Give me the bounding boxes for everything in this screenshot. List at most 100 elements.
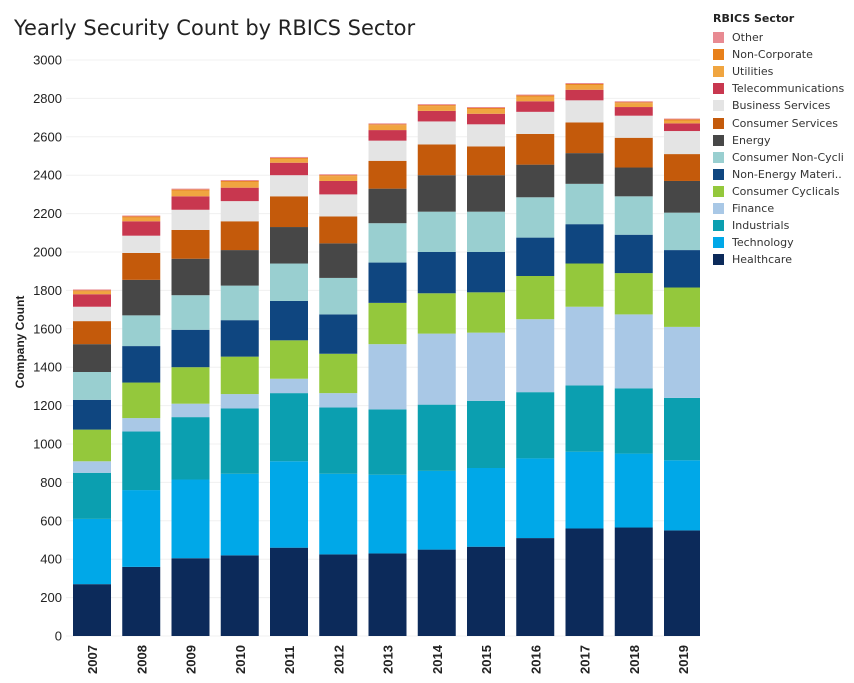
bar-stack-2011[interactable] — [270, 156, 308, 636]
bar-segment-technology-2009[interactable] — [171, 479, 210, 559]
bar-segment-consumer-services-2011[interactable] — [270, 196, 308, 228]
bar-segment-non-corporate-2017[interactable] — [565, 84, 604, 85]
bar-segment-telecommunications-2018[interactable] — [614, 107, 653, 116]
bar-segment-utilities-2008[interactable] — [122, 217, 161, 222]
bar-segment-technology-2011[interactable] — [270, 461, 308, 548]
legend-item-business-services[interactable]: Business Services — [713, 97, 851, 114]
bar-segment-non-corporate-2010[interactable] — [220, 180, 259, 182]
bar-segment-other-2012[interactable] — [319, 174, 358, 176]
bar-segment-consumer-cyclicals-2009[interactable] — [171, 367, 210, 404]
bar-segment-consumer-cyclicals-2007[interactable] — [73, 429, 111, 462]
bar-segment-consumer-non-cycli-2018[interactable] — [614, 196, 653, 235]
bar-segment-consumer-non-cycli-2008[interactable] — [122, 315, 161, 347]
bar-segment-technology-2013[interactable] — [368, 474, 407, 554]
bar-segment-business-services-2015[interactable] — [467, 124, 505, 147]
bar-segment-business-services-2014[interactable] — [417, 121, 456, 145]
bar-segment-telecommunications-2008[interactable] — [122, 221, 161, 236]
bar-segment-non-energy-materi-2012[interactable] — [319, 314, 358, 354]
bar-segment-healthcare-2012[interactable] — [319, 554, 358, 636]
bar-segment-finance-2018[interactable] — [614, 314, 653, 389]
bar-segment-consumer-services-2010[interactable] — [220, 221, 259, 251]
bar-segment-energy-2008[interactable] — [122, 279, 161, 316]
bar-segment-industrials-2015[interactable] — [467, 400, 505, 468]
bar-segment-healthcare-2015[interactable] — [467, 546, 505, 636]
bar-segment-consumer-non-cycli-2015[interactable] — [467, 211, 505, 252]
bar-segment-other-2009[interactable] — [171, 188, 210, 190]
bar-segment-utilities-2010[interactable] — [220, 181, 259, 188]
legend-item-industrials[interactable]: Industrials — [713, 217, 851, 234]
bar-segment-finance-2014[interactable] — [417, 333, 456, 405]
bar-segment-consumer-services-2007[interactable] — [73, 321, 111, 345]
bar-segment-technology-2010[interactable] — [220, 473, 259, 556]
bar-segment-industrials-2012[interactable] — [319, 407, 358, 474]
bar-segment-utilities-2012[interactable] — [319, 176, 358, 181]
bar-segment-consumer-non-cycli-2012[interactable] — [319, 277, 358, 315]
bar-segment-consumer-non-cycli-2014[interactable] — [417, 211, 456, 252]
bar-segment-consumer-services-2018[interactable] — [614, 137, 653, 168]
legend-item-non-energy-materi[interactable]: Non-Energy Materi.. — [713, 166, 851, 183]
bar-segment-consumer-services-2009[interactable] — [171, 229, 210, 259]
bar-stack-2016[interactable] — [516, 94, 555, 636]
legend-item-telecommunications[interactable]: Telecommunications — [713, 80, 851, 97]
legend-item-energy[interactable]: Energy — [713, 132, 851, 149]
bar-segment-finance-2017[interactable] — [565, 306, 604, 386]
bar-stack-2010[interactable] — [220, 180, 259, 636]
bar-segment-non-corporate-2007[interactable] — [73, 290, 111, 292]
bar-segment-healthcare-2010[interactable] — [220, 555, 259, 636]
bar-segment-consumer-cyclicals-2014[interactable] — [417, 293, 456, 334]
bar-stack-2007[interactable] — [73, 289, 111, 636]
bar-segment-telecommunications-2011[interactable] — [270, 162, 308, 176]
bar-segment-industrials-2019[interactable] — [664, 397, 700, 461]
bar-segment-non-energy-materi-2009[interactable] — [171, 329, 210, 368]
bar-segment-technology-2015[interactable] — [467, 468, 505, 547]
bar-segment-non-corporate-2013[interactable] — [368, 124, 407, 126]
bar-segment-finance-2011[interactable] — [270, 378, 308, 394]
bar-segment-healthcare-2008[interactable] — [122, 566, 161, 636]
bar-segment-healthcare-2014[interactable] — [417, 549, 456, 636]
bar-segment-consumer-non-cycli-2009[interactable] — [171, 295, 210, 330]
bar-segment-non-corporate-2014[interactable] — [417, 105, 456, 107]
bar-segment-non-corporate-2015[interactable] — [467, 108, 505, 109]
bar-segment-industrials-2007[interactable] — [73, 472, 111, 519]
bar-segment-consumer-non-cycli-2017[interactable] — [565, 183, 604, 225]
bar-segment-finance-2015[interactable] — [467, 332, 505, 401]
bar-segment-healthcare-2019[interactable] — [664, 530, 700, 636]
bar-stack-2009[interactable] — [171, 188, 210, 636]
bar-segment-other-2017[interactable] — [565, 83, 604, 84]
bar-segment-industrials-2017[interactable] — [565, 385, 604, 452]
bar-segment-non-energy-materi-2008[interactable] — [122, 346, 161, 383]
bar-segment-energy-2017[interactable] — [565, 153, 604, 184]
bar-segment-consumer-cyclicals-2016[interactable] — [516, 276, 555, 320]
bar-segment-non-energy-materi-2015[interactable] — [467, 252, 505, 293]
bar-segment-consumer-cyclicals-2019[interactable] — [664, 287, 700, 327]
bar-segment-utilities-2017[interactable] — [565, 84, 604, 90]
bar-segment-industrials-2008[interactable] — [122, 431, 161, 491]
bar-segment-energy-2010[interactable] — [220, 250, 259, 286]
bar-segment-telecommunications-2014[interactable] — [417, 110, 456, 122]
bar-segment-consumer-cyclicals-2008[interactable] — [122, 382, 161, 419]
bar-segment-energy-2018[interactable] — [614, 167, 653, 197]
bar-segment-industrials-2011[interactable] — [270, 393, 308, 462]
bar-segment-non-energy-materi-2018[interactable] — [614, 234, 653, 274]
legend-item-consumer-non-cycli[interactable]: Consumer Non-Cycli.. — [713, 149, 851, 166]
bar-segment-business-services-2013[interactable] — [368, 140, 407, 161]
bar-segment-consumer-cyclicals-2015[interactable] — [467, 292, 505, 333]
bar-segment-utilities-2015[interactable] — [467, 108, 505, 114]
bar-segment-utilities-2019[interactable] — [664, 120, 700, 124]
bar-segment-industrials-2014[interactable] — [417, 404, 456, 471]
bar-segment-non-energy-materi-2017[interactable] — [565, 224, 604, 264]
bar-segment-other-2008[interactable] — [122, 215, 161, 217]
bar-segment-business-services-2010[interactable] — [220, 201, 259, 222]
bar-segment-utilities-2007[interactable] — [73, 291, 111, 295]
bar-stack-2019[interactable] — [664, 118, 700, 636]
bar-segment-business-services-2012[interactable] — [319, 194, 358, 217]
bar-segment-business-services-2009[interactable] — [171, 209, 210, 230]
bar-segment-utilities-2014[interactable] — [417, 106, 456, 111]
bar-segment-non-energy-materi-2007[interactable] — [73, 399, 111, 430]
bar-stack-2018[interactable] — [614, 101, 653, 636]
bar-segment-business-services-2018[interactable] — [614, 115, 653, 138]
legend-item-technology[interactable]: Technology — [713, 234, 851, 251]
bar-segment-finance-2007[interactable] — [73, 461, 111, 473]
bar-segment-industrials-2013[interactable] — [368, 409, 407, 475]
bar-segment-non-corporate-2016[interactable] — [516, 95, 555, 97]
